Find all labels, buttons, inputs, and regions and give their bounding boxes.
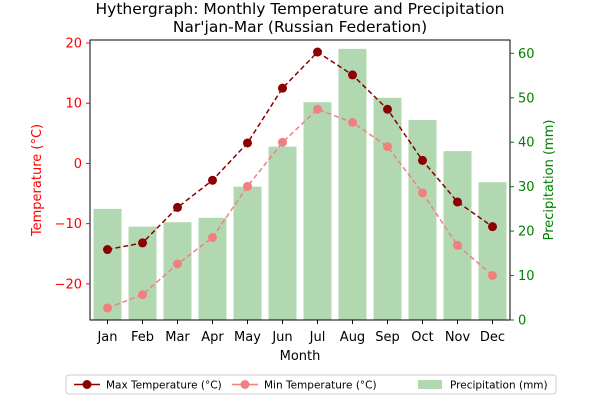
min-temperature-point [103,303,112,313]
x-tick-label: Apr [201,330,224,345]
legend-marker-swatch [240,380,250,389]
x-tick-label: Oct [411,330,433,345]
precipitation-bar [443,151,472,320]
y-right-tick-label: 50 [518,91,535,106]
max-temperature-point [208,175,217,185]
legend-box [65,374,557,395]
y-left-tick-label: 10 [65,97,82,112]
max-temperature-point [313,47,322,57]
precipitation-bar [93,208,122,320]
max-temperature-point [418,155,427,165]
max-temperature-point [103,245,112,255]
precipitation-bars [93,48,507,321]
y-right-tick-label: 0 [518,314,526,329]
min-temperature-line [107,108,493,309]
x-tick-label: Mar [165,330,190,345]
legend: Max Temperature (°C) Min Temperature (°C)… [65,374,557,395]
max-temperature-point [138,238,147,248]
x-tick-label: May [234,330,261,345]
max-temperature-point [348,70,357,80]
y-axis-right-label: Precipitation (mm) [542,120,557,241]
x-tick-label: Jun [271,330,292,345]
y-right-tick-label: 40 [518,136,535,151]
y-left-tick-label: −20 [55,277,82,292]
legend-label: Precipitation (mm) [450,379,548,391]
min-temperature-point [488,270,497,280]
precipitation-bar [233,186,262,320]
max-temperature-point [488,222,497,232]
min-temperature-point [453,240,462,250]
x-tick-label: Dec [480,330,505,345]
y-right-tick-label: 20 [518,225,535,240]
y-left-tick-label: 20 [65,37,82,52]
x-tick-label: Feb [131,330,154,345]
min-temperature-point [348,117,357,127]
min-temperature-point [383,142,392,152]
precipitation-bar [163,222,192,320]
precipitation-bar [478,182,507,320]
x-tick-label: Nov [445,330,471,345]
min-temperature-point [138,290,147,300]
y-right-tick-label: 30 [518,180,535,195]
x-axis-label: Month [280,349,321,364]
min-temperature-point [313,104,322,114]
min-temperature-point [278,137,287,147]
min-temperature-point [173,259,182,269]
max-temperature-line [107,51,493,251]
y-left-tick-label: 0 [74,157,82,172]
max-temperature-point [453,197,462,207]
precipitation-bar [373,97,402,321]
max-temperature-point [243,138,252,148]
max-temperature-point [278,83,287,93]
precipitation-bar [268,146,297,320]
chart-title: Hythergraph: Monthly Temperature and Pre… [96,0,505,18]
y-right-tick-label: 10 [518,269,535,284]
x-tick-label: Sep [375,330,400,345]
x-tick-label: Jan [96,330,117,345]
min-temperature-point [208,233,217,243]
precipitation-bar [408,120,437,320]
legend-label: Max Temperature (°C) [106,379,222,391]
chart-subtitle: Nar'jan-Mar (Russian Federation) [173,18,427,36]
plot-frame [89,39,511,321]
max-temperature-point [173,202,182,212]
x-tick-label: Jul [309,330,326,345]
precipitation-bar [303,102,332,320]
y-axis-left-label: Temperature (°C) [30,124,45,237]
legend-bar-swatch [418,380,442,389]
min-temperature-point [418,188,427,198]
legend-marker-swatch [82,380,92,389]
legend-label: Min Temperature (°C) [264,379,377,391]
max-temperature-point [383,104,392,114]
temperature-lines [103,47,497,313]
min-temperature-point [243,181,252,191]
precipitation-bar [338,48,367,321]
axes: −20 −10 0 10 20 0 10 20 30 40 50 60 Jan Feb Mar Apr May J… [55,37,535,345]
y-left-tick-label: −10 [55,217,82,232]
y-right-tick-label: 60 [518,47,535,62]
x-tick-label: Aug [340,330,365,345]
